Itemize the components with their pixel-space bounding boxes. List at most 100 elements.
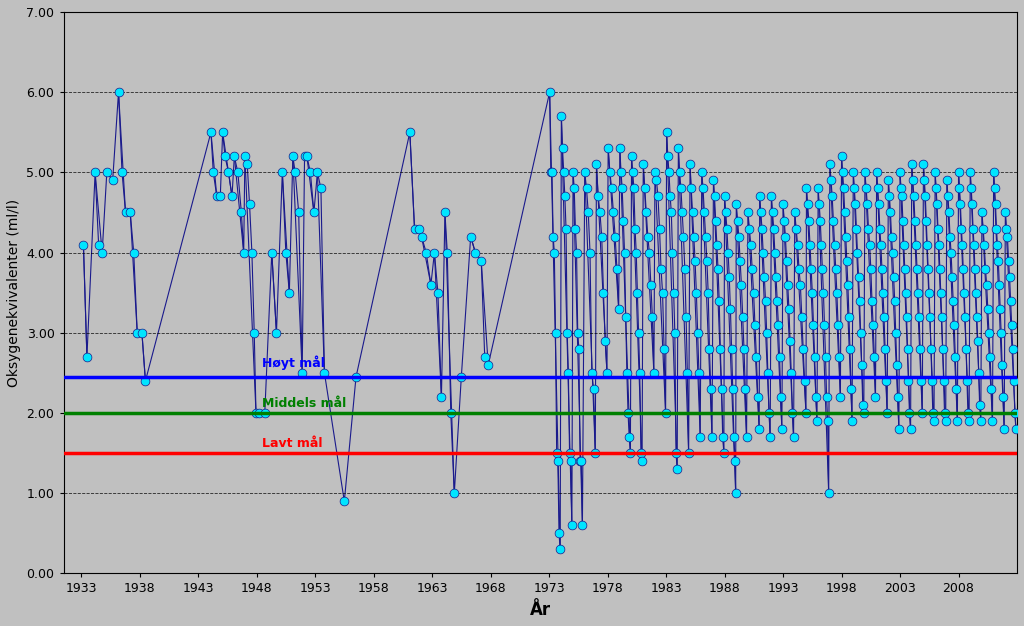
Point <box>577 167 593 177</box>
Point <box>205 167 221 177</box>
Point <box>919 215 935 225</box>
Point <box>571 456 588 466</box>
Point <box>927 167 943 177</box>
Point <box>439 248 456 258</box>
Point <box>617 312 634 322</box>
Point <box>877 344 893 354</box>
Point <box>480 360 497 370</box>
Point <box>226 151 243 162</box>
Point <box>790 240 806 250</box>
Point <box>691 368 708 378</box>
Point <box>729 215 745 225</box>
Point <box>674 207 690 217</box>
Point <box>943 248 959 258</box>
Point <box>831 352 848 362</box>
Point <box>706 175 722 185</box>
Point <box>779 280 796 290</box>
Point <box>401 127 418 137</box>
Point <box>217 151 233 162</box>
Point <box>582 248 598 258</box>
Point <box>892 167 908 177</box>
Point <box>808 392 824 402</box>
Point <box>278 248 294 258</box>
Point <box>899 344 915 354</box>
Point <box>799 183 815 193</box>
Point <box>956 312 973 322</box>
Point <box>786 207 803 217</box>
Point <box>1008 424 1024 434</box>
Point <box>560 368 577 378</box>
Point <box>137 376 154 386</box>
Point <box>921 288 937 298</box>
Point <box>433 392 450 402</box>
Point <box>933 288 949 298</box>
Point <box>912 344 929 354</box>
Point <box>891 424 907 434</box>
Point <box>473 255 489 265</box>
Point <box>229 167 246 177</box>
Point <box>348 372 365 382</box>
Point <box>411 223 427 233</box>
Point <box>633 448 649 458</box>
Point <box>608 264 625 274</box>
Point <box>844 416 860 426</box>
Point <box>667 328 683 338</box>
Point <box>682 160 698 170</box>
Point <box>579 183 595 193</box>
Point <box>625 167 641 177</box>
Point <box>945 295 962 305</box>
Point <box>687 255 703 265</box>
Point <box>316 368 333 378</box>
Point <box>734 312 751 322</box>
Point <box>610 304 627 314</box>
Point <box>771 352 787 362</box>
Point <box>994 360 1011 370</box>
Point <box>874 288 891 298</box>
Point <box>224 192 241 202</box>
Point <box>878 376 894 386</box>
Point <box>738 432 755 442</box>
Point <box>673 183 689 193</box>
Point <box>802 240 818 250</box>
Point <box>981 328 997 338</box>
Point <box>668 448 684 458</box>
Point <box>922 312 938 322</box>
Point <box>727 456 743 466</box>
Point <box>976 240 992 250</box>
Point <box>134 328 151 338</box>
Point <box>823 175 840 185</box>
Point <box>997 207 1014 217</box>
Point <box>702 384 719 394</box>
Point <box>647 167 664 177</box>
Point <box>752 192 768 202</box>
Point <box>810 183 826 193</box>
Point <box>721 272 737 282</box>
Point <box>843 384 859 394</box>
Point <box>654 288 671 298</box>
Point <box>866 352 883 362</box>
Point <box>600 143 616 153</box>
Point <box>614 183 631 193</box>
Point <box>946 320 963 330</box>
Point <box>677 264 693 274</box>
Point <box>430 288 446 298</box>
Point <box>558 223 574 233</box>
Point <box>678 312 694 322</box>
Point <box>979 280 995 290</box>
Point <box>627 223 643 233</box>
Point <box>984 416 1000 426</box>
Point <box>693 167 710 177</box>
Point <box>632 368 648 378</box>
Point <box>756 272 772 282</box>
Point <box>893 183 909 193</box>
Point <box>111 87 127 97</box>
Point <box>306 207 323 217</box>
Point <box>936 408 952 418</box>
Point <box>563 520 580 530</box>
Point <box>992 304 1009 314</box>
Point <box>939 175 955 185</box>
Point <box>98 167 115 177</box>
Point <box>940 192 956 202</box>
Point <box>774 424 791 434</box>
Point <box>856 408 872 418</box>
